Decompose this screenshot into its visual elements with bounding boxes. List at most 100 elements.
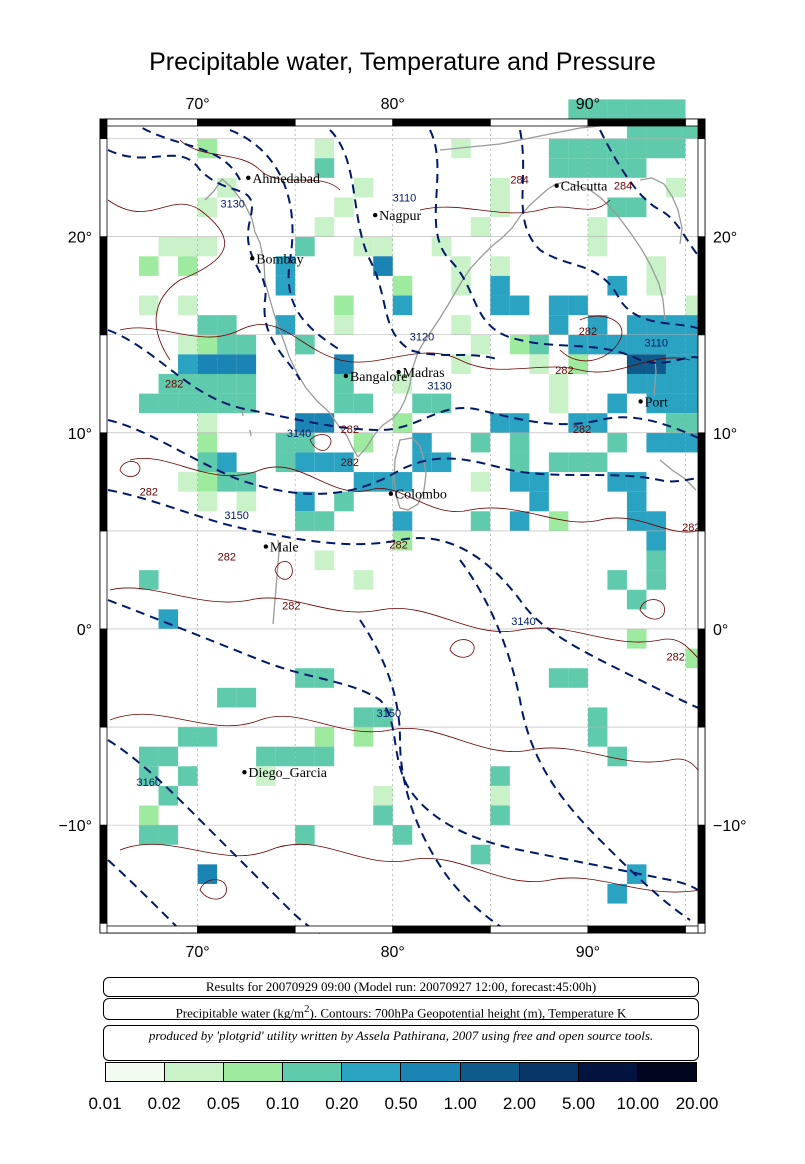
pw-cell — [158, 373, 179, 394]
frame-band-left — [99, 824, 108, 924]
pw-cell — [646, 334, 666, 355]
frame-band-right — [697, 118, 706, 140]
frame-band-top — [294, 118, 394, 127]
pw-cell — [197, 393, 218, 414]
pw-cell — [646, 530, 666, 551]
pw-cell — [392, 511, 413, 531]
colorbar-swatch — [224, 1063, 284, 1081]
pw-cell — [470, 334, 491, 355]
lon-tick-label: 90° — [576, 96, 600, 113]
pw-cell — [626, 472, 647, 492]
pw-cell — [197, 236, 218, 257]
contour-label: 282 — [667, 651, 685, 663]
colorbar — [105, 1062, 697, 1082]
pw-cell — [665, 393, 686, 414]
colorbar-swatch — [519, 1063, 579, 1081]
pw-cell — [295, 668, 315, 688]
city-dot — [638, 399, 643, 404]
sri-lanka — [393, 437, 427, 511]
pw-cell — [334, 197, 354, 218]
pw-cell — [607, 275, 627, 296]
pw-cell — [314, 158, 335, 178]
colorbar-label: 2.00 — [502, 1094, 536, 1113]
pw-cell — [626, 511, 647, 531]
pw-cell — [412, 432, 432, 453]
city-dot — [372, 212, 378, 218]
lakshadweep-islands — [241, 409, 252, 437]
pw-cell — [197, 334, 218, 355]
pw-cell — [509, 432, 530, 453]
pw-cell — [178, 236, 198, 257]
pw-cell — [353, 177, 374, 198]
lat-tick-label: 10° — [68, 426, 92, 443]
pw-cell — [158, 609, 179, 629]
pw-cell — [373, 472, 393, 492]
frame-band-left — [99, 138, 108, 238]
pw-cell — [353, 727, 374, 747]
pw-cell — [139, 570, 159, 590]
pw-cell — [392, 472, 413, 492]
pw-cell — [587, 727, 608, 747]
colorbar-label: 0.05 — [206, 1094, 240, 1113]
pw-cell — [665, 99, 686, 119]
pw-cell — [217, 334, 237, 355]
colorbar-label: 0.50 — [384, 1094, 418, 1113]
pw-cell — [587, 99, 608, 119]
axis-tick-labels: 70° 70° 80° 80° 90° 90° 20° 20° 10° 10° 0° 0° −10° −1… — [58, 96, 746, 961]
city-label: Ahmedabad — [252, 172, 320, 187]
city-label: Port — [645, 395, 668, 410]
pw-cell — [139, 766, 159, 786]
contour-label: 282 — [140, 487, 158, 499]
pw-cell — [295, 511, 315, 531]
pw-cell — [646, 354, 666, 374]
pw-cell — [587, 413, 608, 433]
pw-cell — [353, 707, 374, 728]
pw-cell — [626, 589, 647, 610]
city-dot — [388, 491, 393, 496]
pw-cell — [451, 354, 471, 374]
pw-cell — [314, 550, 335, 571]
frame-band-right — [697, 922, 706, 934]
lat-tick-label: −10° — [58, 818, 92, 835]
colorbar-swatch — [283, 1063, 343, 1081]
geopotential-height-contours — [107, 119, 704, 934]
frame-band-right — [697, 628, 706, 728]
colorbar-labels: 0.01 0.02 0.05 0.10 0.20 0.50 1.00 2.00 5.00 10.0… — [0, 1094, 805, 1116]
city-label: Madras — [403, 366, 445, 381]
pw-cell — [197, 354, 218, 374]
pw-cell — [470, 472, 491, 492]
pw-cell — [607, 138, 627, 159]
pw-cell — [178, 727, 198, 747]
city-dot — [343, 373, 349, 379]
pw-cell — [568, 138, 588, 159]
city-dot — [250, 256, 255, 261]
contour-label: 3150 — [377, 708, 401, 720]
frame-band-bottom — [197, 925, 296, 934]
colorbar-label: 10.00 — [616, 1094, 660, 1113]
pw-cell — [139, 295, 159, 316]
frame-band-left — [99, 118, 108, 140]
colorbar-swatch — [578, 1063, 638, 1081]
frame-band-right — [697, 726, 706, 826]
colorbar-swatch — [401, 1063, 461, 1081]
pw-cell — [139, 825, 159, 845]
pw-cell — [158, 393, 179, 414]
city-label: Bombay — [256, 252, 303, 267]
pw-cell — [158, 825, 179, 845]
colorbar-swatch — [460, 1063, 520, 1081]
pw-cell — [587, 158, 608, 178]
contour-label: 3110 — [644, 338, 668, 350]
pw-cell — [392, 413, 413, 433]
andaman-islands — [653, 359, 657, 397]
pw-cell — [490, 805, 510, 826]
pw-cell — [646, 138, 666, 159]
pw-cell — [139, 256, 159, 276]
colorbar-swatch — [637, 1063, 696, 1081]
pw-cell — [587, 217, 608, 237]
lat-tick-label: 20° — [68, 230, 92, 247]
frame-band-bottom — [587, 925, 686, 934]
chart-title: Precipitable water, Temperature and Pres… — [149, 48, 656, 76]
pw-cell — [607, 432, 627, 453]
pw-cell — [646, 570, 666, 590]
map-frame — [99, 118, 706, 934]
